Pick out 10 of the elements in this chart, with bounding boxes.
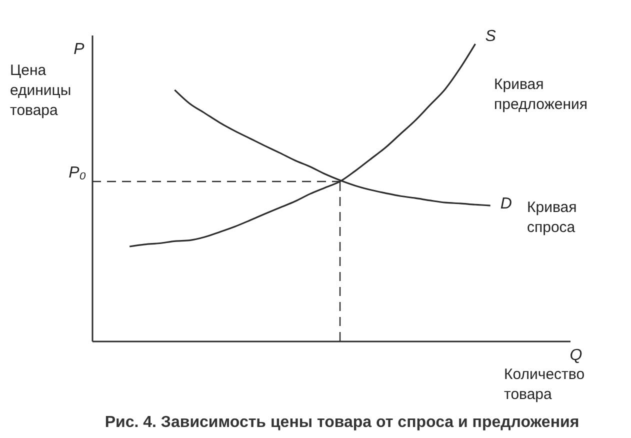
text: Рис. 4. Зависимость цены товара от спроса и предложения: [104, 414, 580, 431]
text: Количество товара: [504, 366, 585, 403]
x-axis-title: Q: [570, 347, 582, 364]
ref-line-label: P₀: [68, 164, 86, 182]
text: Цена единицы товара: [10, 62, 72, 119]
y-axis-title: P: [74, 41, 85, 58]
annotation: Кривая предложения: [494, 76, 588, 113]
text: Кривая спроса: [527, 199, 577, 236]
series-label: D: [500, 196, 512, 213]
series-label: S: [485, 28, 496, 45]
